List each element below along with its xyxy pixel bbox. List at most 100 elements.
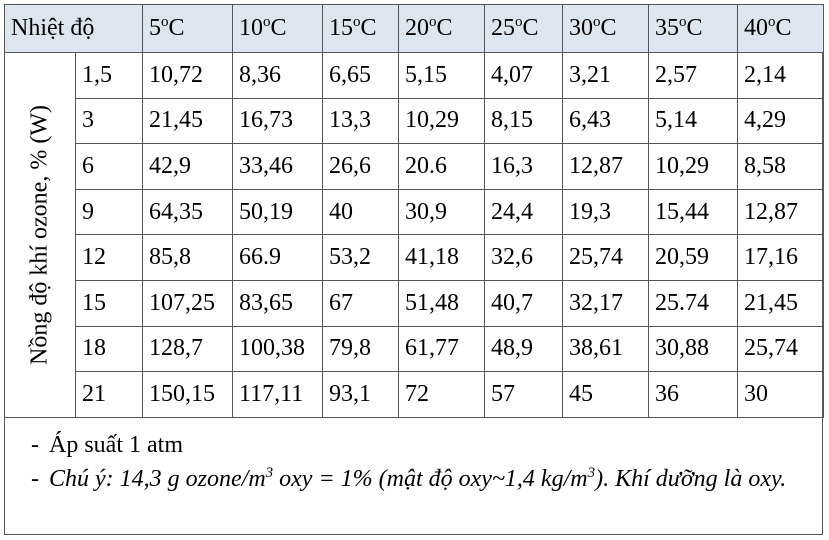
column-header: 10oC: [232, 4, 324, 53]
data-row: 6 42,9 33,46 26,6 20.6 16,3 12,87 10,29 8,58: [5, 143, 825, 190]
cell: 6,43: [562, 97, 650, 145]
notes: - Áp suất 1 atm - Chú ý: 14,3 g ozone/m3 ox…: [5, 419, 822, 495]
temp-degree: o: [515, 14, 523, 30]
cell: 32,17: [562, 279, 650, 327]
ozone-table-page: Nhiệt độ 5oC 10oC 15oC 20oC 25oC 30oC 35oC 40oC…: [3, 4, 825, 535]
cell: 16,73: [232, 97, 324, 145]
cell: 20,59: [648, 234, 739, 281]
row-label: 9: [74, 188, 144, 236]
cell: 17,16: [737, 234, 825, 281]
data-row: 9 64,35 50,19 40 30,9 24,4 19,3 15,44 12,87: [5, 188, 825, 236]
cell: 61,77: [398, 325, 486, 373]
cell: 38,61: [562, 325, 650, 373]
cell: 26,6: [322, 143, 400, 190]
cell: 20.6: [398, 143, 486, 190]
temp-degree: o: [263, 14, 271, 30]
cell: 150,15: [142, 371, 234, 418]
cell: 10,29: [398, 97, 486, 145]
data-row: 21 150,15 117,11 93,1 72 57 45 36 30: [5, 371, 825, 418]
cell: 51,48: [398, 279, 486, 327]
temp-value: 25: [491, 15, 516, 41]
cell: 16,3: [484, 143, 564, 190]
temp-degree: o: [429, 14, 437, 30]
data-row: 3 21,45 16,73 13,3 10,29 8,15 6,43 5,14 4,29: [5, 97, 825, 145]
cell: 50,19: [232, 188, 324, 236]
cell: 12,87: [562, 143, 650, 190]
row-label: 18: [74, 325, 144, 373]
cell: 4,07: [484, 52, 564, 99]
data-row: 15 107,25 83,65 67 51,48 40,7 32,17 25.74 21,45: [5, 279, 825, 327]
cell: 40,7: [484, 279, 564, 327]
note-text: 3: [265, 465, 274, 481]
temp-value: 40: [744, 15, 769, 41]
cell: 45: [562, 371, 650, 418]
cell: 19,3: [562, 188, 650, 236]
temp-unit: C: [360, 15, 377, 41]
row-label: 6: [74, 143, 144, 190]
temp-value: 35: [655, 15, 680, 41]
column-header: 5oC: [142, 4, 234, 53]
side-label-cell: Nồng độ khí ozone, % (W): [4, 52, 76, 418]
cell: 5,14: [648, 97, 739, 145]
cell: 93,1: [322, 371, 400, 418]
side-label: Nồng độ khí ozone, % (W): [26, 104, 53, 365]
cell: 25,74: [562, 234, 650, 281]
column-header: 25oC: [484, 4, 564, 53]
cell: 3,21: [562, 52, 650, 99]
cell: 24,4: [484, 188, 564, 236]
temp-unit: C: [522, 15, 539, 41]
temp-degree: o: [161, 14, 169, 30]
cell: 12,87: [737, 188, 825, 236]
temp-unit: C: [600, 15, 617, 41]
cell: 36: [648, 371, 739, 418]
cell: 33,46: [232, 143, 324, 190]
cell: 13,3: [322, 97, 400, 145]
note-text: Áp suất 1 atm: [49, 432, 183, 458]
column-header: 40oC: [737, 4, 825, 53]
row-label: 15: [74, 279, 144, 327]
cell: 8,58: [737, 143, 825, 190]
table-body: Nồng độ khí ozone, % (W) 1,5 10,72 8,36 6,65…: [4, 52, 825, 418]
cell: 30: [737, 371, 825, 418]
cell: 32,6: [484, 234, 564, 281]
note-marker: -: [31, 432, 39, 458]
cell: 2,14: [737, 52, 825, 99]
note-text: Chú ý: 14,3 g ozone/m: [49, 466, 266, 492]
cell: 66.9: [232, 234, 324, 281]
temp-value: 5: [149, 15, 162, 41]
column-header: 20oC: [398, 4, 486, 53]
temp-value: 30: [569, 15, 594, 41]
note-text: 3: [587, 465, 596, 481]
cell: 79,8: [322, 325, 400, 373]
temp-unit: C: [775, 15, 792, 41]
column-header: 15oC: [322, 4, 400, 53]
temp-degree: o: [593, 14, 601, 30]
cell: 48,9: [484, 325, 564, 373]
note-text: ). Khí dưỡng là oxy.: [595, 466, 787, 492]
note-marker: -: [31, 466, 39, 492]
cell: 21,45: [142, 97, 234, 145]
temp-degree: o: [353, 14, 361, 30]
temp-unit: C: [686, 15, 703, 41]
note: - Áp suất 1 atm: [5, 429, 822, 461]
temp-degree: o: [679, 14, 687, 30]
data-row: Nồng độ khí ozone, % (W) 1,5 10,72 8,36 6,65…: [4, 52, 825, 418]
ozone-table: Nhiệt độ 5oC 10oC 15oC 20oC 25oC 30oC 35oC 40oC…: [3, 4, 825, 418]
temp-value: 15: [329, 15, 354, 41]
cell: 100,38: [232, 325, 324, 373]
cell: 40: [322, 188, 400, 236]
cell: 85,8: [142, 234, 234, 281]
cell: 42,9: [142, 143, 234, 190]
cell: 10,72: [142, 52, 234, 99]
cell: 117,11: [232, 371, 324, 418]
cell: 30,88: [648, 325, 739, 373]
temp-value: 20: [405, 15, 430, 41]
cell: 15,44: [648, 188, 739, 236]
row-label: 3: [74, 97, 144, 145]
cell: 67: [322, 279, 400, 327]
cell: 6,65: [322, 52, 400, 99]
note: - Chú ý: 14,3 g ozone/m3 oxy = 1% (mật độ…: [5, 463, 822, 495]
cell: 8,15: [484, 97, 564, 145]
cell: 30,9: [398, 188, 486, 236]
cell: 57: [484, 371, 564, 418]
